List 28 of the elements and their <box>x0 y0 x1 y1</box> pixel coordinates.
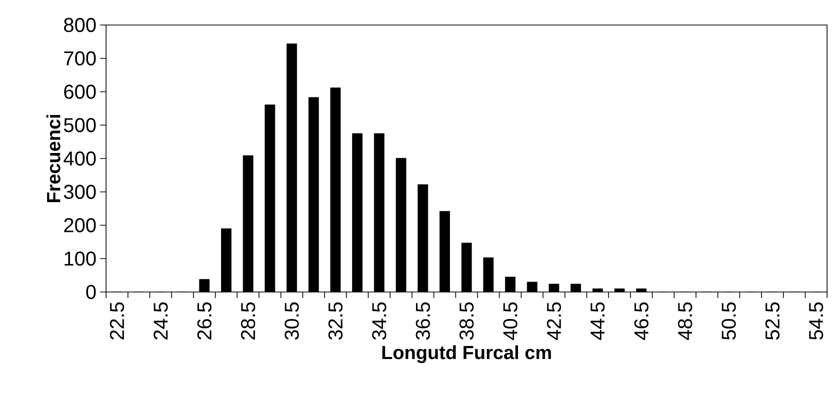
y-tick-label: 200 <box>64 218 96 232</box>
x-tick-label: 28.5 <box>241 302 256 340</box>
y-tick-label: 700 <box>64 51 96 66</box>
x-tick-label: 48.5 <box>678 302 692 340</box>
x-tick-label: 52.5 <box>765 302 780 340</box>
x-tick-label: 42.5 <box>546 302 562 340</box>
x-tick-label: 36.5 <box>416 302 430 340</box>
x-tick-label: 24.5 <box>154 302 168 340</box>
x-axis-title: Longutd Furcal cm <box>382 345 551 364</box>
x-tick-label: 32.5 <box>328 302 343 340</box>
x-tick-label: 34.5 <box>372 302 386 340</box>
x-tick-label: 54.5 <box>809 302 824 340</box>
y-tick-label: 400 <box>64 151 96 166</box>
y-axis-title: Frecuenci <box>46 114 60 202</box>
x-tick-label: 44.5 <box>590 302 605 340</box>
y-tick-label: 800 <box>64 18 96 32</box>
y-tick-label: 600 <box>64 84 96 99</box>
y-tick-label: 0 <box>86 284 96 300</box>
x-tick-label: 22.5 <box>110 302 124 340</box>
x-tick-label: 50.5 <box>722 302 736 340</box>
x-tick-label: 30.5 <box>284 302 299 340</box>
y-tick-label: 100 <box>64 252 96 266</box>
x-tick-label: 46.5 <box>634 302 648 340</box>
x-tick-label: 40.5 <box>503 302 518 340</box>
y-tick-label: 300 <box>64 184 96 199</box>
x-tick-label: 38.5 <box>459 302 474 340</box>
y-tick-label: 500 <box>64 118 96 132</box>
x-tick-label: 26.5 <box>197 302 212 340</box>
